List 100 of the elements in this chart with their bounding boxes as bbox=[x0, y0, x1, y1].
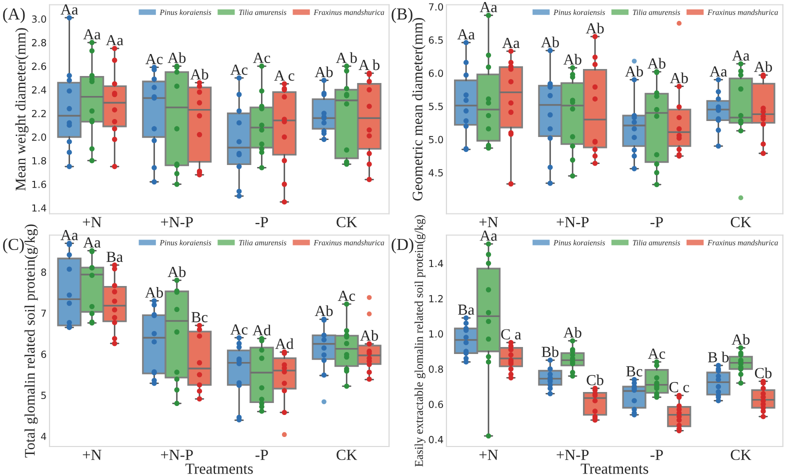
annotation: B b bbox=[708, 352, 729, 362]
y-tick-label: 3.0 bbox=[32, 15, 46, 23]
y-axis-title: Geometric mean diameter(mm) bbox=[412, 18, 426, 201]
y-tick-label: 6.5 bbox=[428, 36, 443, 44]
annotation: C c bbox=[669, 382, 690, 392]
annotation: Ac bbox=[338, 290, 356, 301]
y-tick-label: 2.8 bbox=[32, 39, 46, 46]
x-tick-label: CK bbox=[730, 217, 752, 228]
chart-title: (D) bbox=[392, 238, 414, 254]
annotation: Ad bbox=[275, 338, 294, 349]
y-axis-title: Total glomalin related soil protein(g/kg) bbox=[24, 224, 38, 458]
y-tick-label: 0.4 bbox=[428, 436, 444, 444]
y-tick-label: 4 bbox=[41, 432, 46, 440]
annotation: Ac bbox=[145, 54, 163, 64]
y-tick-label: 1.0 bbox=[429, 330, 444, 338]
annotation: C a bbox=[501, 329, 522, 340]
annotation: Ab bbox=[360, 330, 378, 341]
y-tick-label: 7 bbox=[41, 310, 46, 317]
y-tick-label: 7.0 bbox=[429, 3, 444, 11]
x-tick-label: CK bbox=[336, 217, 358, 228]
y-tick-label: 1.4 bbox=[429, 260, 444, 267]
annotation: Aa bbox=[83, 29, 101, 40]
x-tick-label: +N-P bbox=[160, 450, 193, 460]
annotation: Ab bbox=[168, 52, 186, 64]
y-tick-label: 2.0 bbox=[32, 133, 46, 141]
y-tick-label: 1.6 bbox=[32, 180, 46, 188]
annotation: Ab bbox=[754, 61, 772, 72]
annotation: Aa bbox=[83, 237, 101, 248]
annotation: Ac bbox=[230, 64, 248, 75]
annotation: Bc bbox=[626, 366, 642, 376]
annotation: Ab bbox=[190, 68, 208, 80]
x-tick-label: +N bbox=[479, 217, 498, 228]
y-tick-label: 8 bbox=[41, 268, 46, 276]
x-tick-label: -P bbox=[650, 450, 663, 460]
y-tick-label: 1.2 bbox=[429, 295, 443, 302]
x-tick-label: -P bbox=[256, 450, 268, 460]
y-tick-label: 4.5 bbox=[428, 169, 443, 176]
annotation: Ab bbox=[563, 326, 582, 338]
annotation: Ba bbox=[106, 252, 123, 262]
x-axis-title: Treatments bbox=[185, 464, 253, 474]
annotation: Ab bbox=[625, 66, 644, 77]
annotation: Ab bbox=[586, 22, 604, 34]
annotation: Ba bbox=[458, 304, 474, 315]
annotation: Aa bbox=[502, 38, 520, 48]
annotation: Ad bbox=[252, 324, 271, 336]
annotation: Ac bbox=[648, 348, 666, 359]
annotation: Aa bbox=[60, 230, 78, 240]
x-tick-label: CK bbox=[730, 450, 752, 460]
y-tick-label: 6.0 bbox=[428, 70, 444, 77]
x-tick-label: -P bbox=[650, 217, 663, 228]
annotation: Ac bbox=[252, 52, 270, 64]
x-axis-title: Treatments bbox=[580, 464, 648, 474]
annotation: A b bbox=[358, 59, 380, 70]
annotation: Ab bbox=[168, 266, 186, 278]
x-tick-label: +N-P bbox=[160, 217, 193, 228]
chart-title: (C) bbox=[3, 238, 24, 254]
y-tick-label: 0.8 bbox=[428, 365, 444, 373]
y-tick-label: 2.2 bbox=[32, 110, 46, 118]
annotation: A c bbox=[274, 70, 294, 81]
y-axis-title: Mean weight diameter(mm) bbox=[15, 28, 28, 191]
annotation: Ab bbox=[670, 72, 688, 84]
annotation: Ab bbox=[540, 36, 559, 48]
x-tick-label: -P bbox=[256, 217, 268, 228]
annotation: Ac bbox=[230, 324, 248, 335]
y-axis-title: Easily extractable glomalin related soil protein(g/kg) bbox=[414, 215, 426, 467]
annotation: Ab bbox=[648, 58, 666, 69]
y-tick-label: 0.6 bbox=[428, 400, 444, 408]
annotation: Ab bbox=[145, 286, 163, 298]
annotation: Aa bbox=[732, 50, 750, 61]
y-tick-label: 2.4 bbox=[32, 86, 46, 94]
y-tick-label: 1.4 bbox=[32, 204, 46, 212]
chart-title: (B) bbox=[392, 8, 412, 23]
x-tick-label: +N bbox=[479, 450, 498, 460]
x-tick-label: +N bbox=[82, 450, 102, 460]
chart-title: (A) bbox=[3, 8, 25, 23]
y-tick-label: 5.0 bbox=[428, 136, 444, 144]
x-tick-label: +N-P bbox=[556, 217, 589, 228]
y-tick-label: 5.5 bbox=[428, 102, 443, 110]
annotation: Aa bbox=[480, 230, 498, 241]
annotation: Aa bbox=[710, 66, 728, 77]
y-tick-label: 5 bbox=[41, 392, 46, 400]
annotation: Bc bbox=[191, 312, 208, 322]
annotation: Ab bbox=[732, 334, 750, 345]
y-tick-label: 6 bbox=[41, 350, 46, 358]
annotation: Bb bbox=[542, 346, 559, 358]
annotation: Ab bbox=[314, 305, 333, 316]
annotation: Aa bbox=[106, 35, 124, 46]
x-tick-label: +N-P bbox=[556, 450, 589, 460]
annotation: Ab bbox=[563, 54, 582, 65]
annotation: Aa bbox=[60, 4, 78, 15]
x-tick-label: CK bbox=[336, 450, 358, 460]
annotation: Cb bbox=[586, 374, 604, 386]
y-tick-label: 1.8 bbox=[32, 157, 46, 164]
annotation: Aa bbox=[457, 29, 475, 40]
annotation: A b bbox=[336, 52, 357, 64]
x-tick-label: +N bbox=[82, 217, 102, 228]
annotation: Ab bbox=[314, 66, 333, 78]
annotation: Cb bbox=[754, 367, 772, 378]
y-tick-label: 2.6 bbox=[32, 62, 46, 70]
annotation: Aa bbox=[480, 2, 498, 12]
